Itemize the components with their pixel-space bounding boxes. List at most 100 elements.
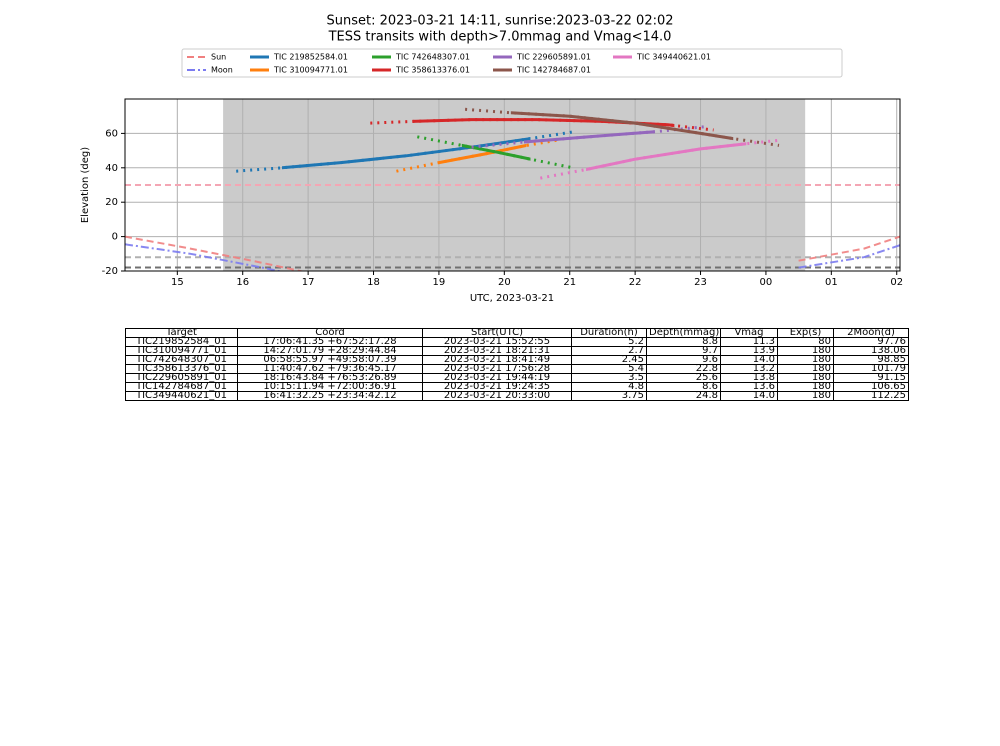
column-header: Vmag: [720, 328, 778, 338]
legend-box: [181, 48, 843, 78]
table-cell: 24.8: [646, 391, 721, 401]
series-line-transit: [523, 130, 655, 144]
table-cell: 98.85: [833, 355, 909, 365]
table-row: TIC742648307_01 06:58:55.97 +49:58:07.39 2…: [125, 355, 909, 365]
table-cell: 14.0: [720, 355, 778, 365]
table-cell: 2023-03-21 15:52:55: [422, 337, 572, 347]
table-cell: 17:06:41.35 +67:52:17.28: [237, 337, 423, 347]
table-cell: 13.8: [720, 373, 778, 383]
table-cell: 11:40:47.62 +79:36:45.17: [237, 364, 423, 374]
table-row: TIC310094771_01 14:27:01.79 +28:29:44.84 2…: [125, 346, 909, 356]
table-row: TIC358613376_01 11:40:47.62 +79:36:45.17 2…: [125, 364, 909, 374]
series-line-transit: [438, 143, 527, 165]
table-cell: 2023-03-21 20:33:00: [422, 391, 572, 401]
series-line-transit: [586, 142, 747, 172]
table-cell: 180: [777, 373, 834, 383]
table-row: TIC229605891_01 18:16:43.84 +76:53:26.89 2…: [125, 373, 909, 383]
table-cell: 180: [777, 382, 834, 392]
table-cell: 2.45: [571, 355, 647, 365]
table-cell: TIC229605891_01: [125, 373, 238, 383]
column-header: Coord: [237, 328, 423, 338]
series-line-transit: [412, 118, 675, 128]
table-cell: 180: [777, 364, 834, 374]
table-cell: 2023-03-21 19:24:35: [422, 382, 572, 392]
table-cell: 2.7: [571, 346, 647, 356]
table-cell: TIC742648307_01: [125, 355, 238, 365]
table-cell: 112.25: [833, 391, 909, 401]
table-header-row: Target Coord Start(UTC) Duration(h) Depth(mm…: [125, 328, 909, 338]
table-cell: 9.6: [646, 355, 721, 365]
legend-label: TIC 142784687.01: [516, 66, 591, 75]
table-cell: 8.8: [646, 337, 721, 347]
x-tick-label: 22: [629, 277, 642, 288]
series-line: [125, 235, 900, 271]
table-cell: 180: [777, 355, 834, 365]
x-tick-label: 02: [890, 277, 903, 288]
series-line-transit: [510, 111, 734, 141]
table-row: TIC349440621_01 16:41:32.25 +23:34:42.12 2…: [125, 391, 909, 401]
legend-label: TIC 310094771.01: [273, 66, 348, 75]
table-cell: 13.6: [720, 382, 778, 392]
x-axis-label: UTC, 2023-03-21: [470, 293, 554, 304]
table-cell: 2023-03-21 17:56:28: [422, 364, 572, 374]
table-cell: 101.79: [833, 364, 909, 374]
legend-label: TIC 358613376.01: [395, 66, 470, 75]
table-cell: 97.76: [833, 337, 909, 347]
table-cell: 180: [777, 346, 834, 356]
x-tick-label: 23: [694, 277, 707, 288]
x-tick-label: 01: [825, 277, 838, 288]
table-cell: 3.5: [571, 373, 647, 383]
legend-label: Moon: [211, 66, 233, 75]
table-cell: 80: [777, 337, 834, 347]
series-line-dotted: [396, 138, 557, 173]
table-cell: 9.7: [646, 346, 721, 356]
column-header: Target: [125, 328, 238, 338]
table-cell: 8.6: [646, 382, 721, 392]
table-cell: 11.3: [720, 337, 778, 347]
table-cell: 5.2: [571, 337, 647, 347]
y-tick-label: 20: [105, 197, 118, 208]
table-cell: 138.06: [833, 346, 909, 356]
table-cell: TIC142784687_01: [125, 382, 238, 392]
table-cell: TIC358613376_01: [125, 364, 238, 374]
table-cell: TIC310094771_01: [125, 346, 238, 356]
x-tick-label: 17: [302, 277, 315, 288]
y-tick-label: 40: [105, 163, 118, 174]
series-line-transit: [461, 143, 531, 161]
chart-subtitle: TESS transits with depth>7.0mmag and Vma…: [328, 30, 672, 45]
table-cell: 2023-03-21 18:41:49: [422, 355, 572, 365]
table-cell: 4.8: [571, 382, 647, 392]
table-cell: 06:58:55.97 +49:58:07.39: [237, 355, 423, 365]
column-header: Depth(mmag): [646, 328, 721, 338]
x-tick-label: 18: [367, 277, 380, 288]
table-row: TIC142784687_01 10:15:11.94 +72:00:36.91 2…: [125, 382, 909, 392]
y-axis-label: Elevation (deg): [80, 147, 91, 223]
table-cell: 13.9: [720, 346, 778, 356]
table-cell: 3.75: [571, 391, 647, 401]
y-tick-label: 60: [105, 128, 118, 139]
x-tick-label: 15: [171, 277, 184, 288]
table-cell: 2023-03-21 18:21:31: [422, 346, 572, 356]
table-cell: 106.65: [833, 382, 909, 392]
series-line-dotted: [471, 125, 708, 149]
column-header: 2Moon(d): [833, 328, 909, 338]
plot-frame: [124, 98, 901, 272]
table-cell: TIC219852584_01: [125, 337, 238, 347]
chart-title: Sunset: 2023-03-21 14:11, sunrise:2023-0…: [326, 14, 673, 29]
table-cell: 18:16:43.84 +76:53:26.89: [237, 373, 423, 383]
series-line-transit: [281, 137, 531, 170]
table-cell: 91.15: [833, 373, 909, 383]
x-tick-label: 00: [760, 277, 773, 288]
plot-area: [125, 107, 900, 271]
column-header: Duration(h): [571, 328, 647, 338]
x-tick-label: 16: [236, 277, 249, 288]
legend-label: TIC 219852584.01: [273, 53, 348, 62]
table: Target Coord Start(UTC) Duration(h) Depth(mm…: [125, 328, 909, 401]
y-tick-label: 0: [112, 232, 118, 243]
table-row: TIC219852584_01 17:06:41.35 +67:52:17.28 2…: [125, 337, 909, 347]
x-tick-label: 21: [563, 277, 576, 288]
legend-label: Sun: [211, 53, 226, 62]
table-cell: 10:15:11.94 +72:00:36.91: [237, 382, 423, 392]
legend-label: TIC 742648307.01: [395, 53, 470, 62]
